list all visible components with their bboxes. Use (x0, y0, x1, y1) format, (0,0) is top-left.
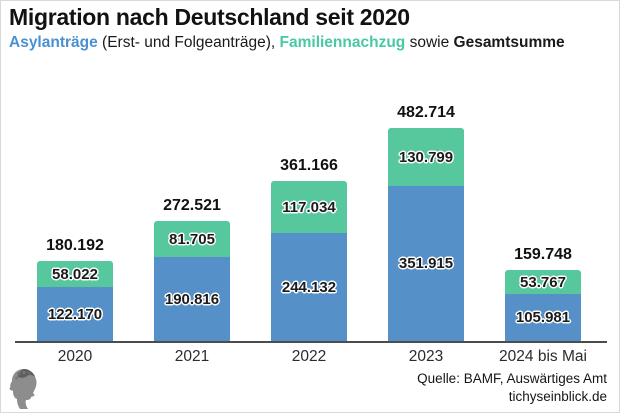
total-value-label: 272.521 (163, 197, 221, 214)
asyl-value-label: 122.170 (47, 305, 103, 323)
asyl-value-label: 244.132 (281, 278, 337, 296)
chart-title: Migration nach Deutschland seit 2020 (9, 4, 410, 30)
x-axis-label: 2022 (291, 348, 327, 365)
asylantraege-segment: 244.132 (271, 233, 347, 341)
x-axis-label: 2024 bis Mai (499, 348, 587, 365)
website-line: tichyseinblick.de (508, 388, 607, 404)
asyl-value-label: 190.816 (164, 290, 220, 308)
familiennachzug-segment: 81.705 (154, 221, 230, 257)
source-line: Quelle: BAMF, Auswärtiges Amt (417, 371, 607, 386)
asyl-value-label: 105.981 (515, 309, 571, 326)
chart-subtitle: Asylanträge (Erst- und Folgeanträge), Fa… (9, 34, 565, 52)
x-axis-label: 2020 (57, 348, 93, 365)
total-value-label: 159.748 (514, 246, 572, 263)
familiennachzug-segment: 117.034 (271, 181, 347, 233)
asylantraege-segment: 190.816 (154, 257, 230, 341)
familiennachzug-segment: 130.799 (388, 128, 464, 186)
familiennachzug-value-label: 117.034 (282, 198, 336, 216)
tichys-einblick-head-logo (9, 369, 37, 409)
asyl-value-label: 351.915 (398, 255, 454, 272)
subtitle-segment: Gesamtsumme (453, 34, 565, 51)
asylantraege-segment: 351.915 (388, 186, 464, 341)
asylantraege-segment: 105.981 (505, 294, 581, 341)
subtitle-segment: (Erst- und Folgeanträge), (97, 34, 280, 51)
subtitle-segment: sowie (405, 34, 454, 51)
x-axis-label: 2021 (174, 348, 210, 365)
familiennachzug-value-label: 81.705 (169, 230, 215, 248)
asylantraege-segment: 122.170 (37, 287, 113, 341)
subtitle-segment: Asylanträge (9, 34, 98, 51)
source-credit: Quelle: BAMF, Auswärtiges Amt tichyseinb… (417, 370, 607, 405)
total-value-label: 180.192 (46, 237, 104, 254)
familiennachzug-value-label: 58.022 (52, 265, 98, 283)
familiennachzug-value-label: 130.799 (398, 148, 454, 166)
familiennachzug-segment: 58.022 (37, 261, 113, 287)
total-value-label: 361.166 (280, 157, 338, 174)
familiennachzug-value-label: 53.767 (520, 273, 566, 291)
subtitle-segment: Familiennachzug (279, 34, 406, 51)
total-value-label: 482.714 (397, 104, 455, 121)
familiennachzug-segment: 53.767 (505, 270, 581, 294)
x-axis-line (15, 341, 607, 343)
x-axis-label: 2023 (408, 348, 444, 365)
